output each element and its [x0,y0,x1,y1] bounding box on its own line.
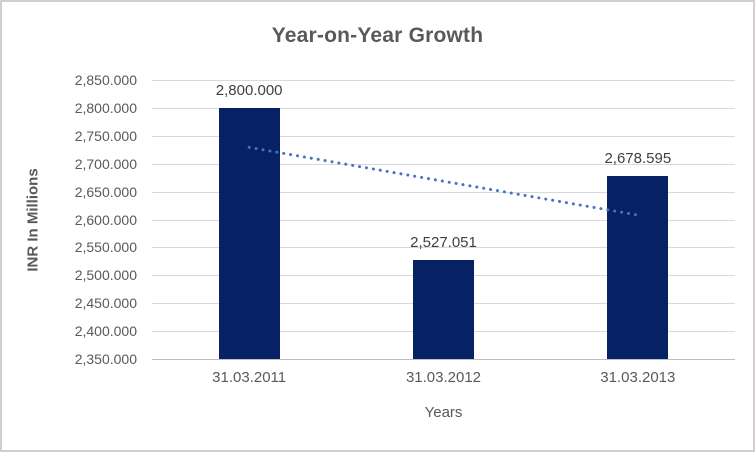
gridline [152,80,735,81]
data-label: 2,527.051 [410,234,477,252]
y-tick-label: 2,350.000 [74,351,137,367]
x-tick-label: 31.03.2013 [600,369,676,386]
chart-title: Year-on-Year Growth [271,24,484,47]
y-tick-label: 2,400.000 [74,323,137,340]
y-axis-title: INR In Millions [24,168,42,272]
gridline [152,219,735,221]
x-tick-label: 31.03.2012 [405,369,482,386]
bar-31.03.2011 [218,107,280,359]
x-axis-title: Years [424,404,463,421]
y-tick-label: 2,650.000 [74,183,137,200]
y-tick-label: 2,500.000 [74,267,137,284]
y-tick-label: 2,750.000 [74,127,137,144]
y-tick-label: 2,600.000 [74,211,137,228]
data-label: 2,678.595 [604,149,672,167]
gridline [152,135,735,137]
x-tick-label: 31.03.2011 [212,369,287,386]
y-tick-label: 2,700.000 [74,155,137,172]
y-tick-label: 2,550.000 [74,239,137,256]
x-axis-line [152,359,735,360]
bar-31.03.2012 [413,260,474,359]
gridline [152,107,735,109]
data-label: 2,800.000 [215,81,283,99]
bar-31.03.2013 [607,175,669,359]
y-tick-label: 2,450.000 [74,295,137,312]
y-tick-label: 2,800.000 [74,99,137,116]
y-tick-label: 2,850.000 [74,72,137,88]
gridline [152,247,735,249]
